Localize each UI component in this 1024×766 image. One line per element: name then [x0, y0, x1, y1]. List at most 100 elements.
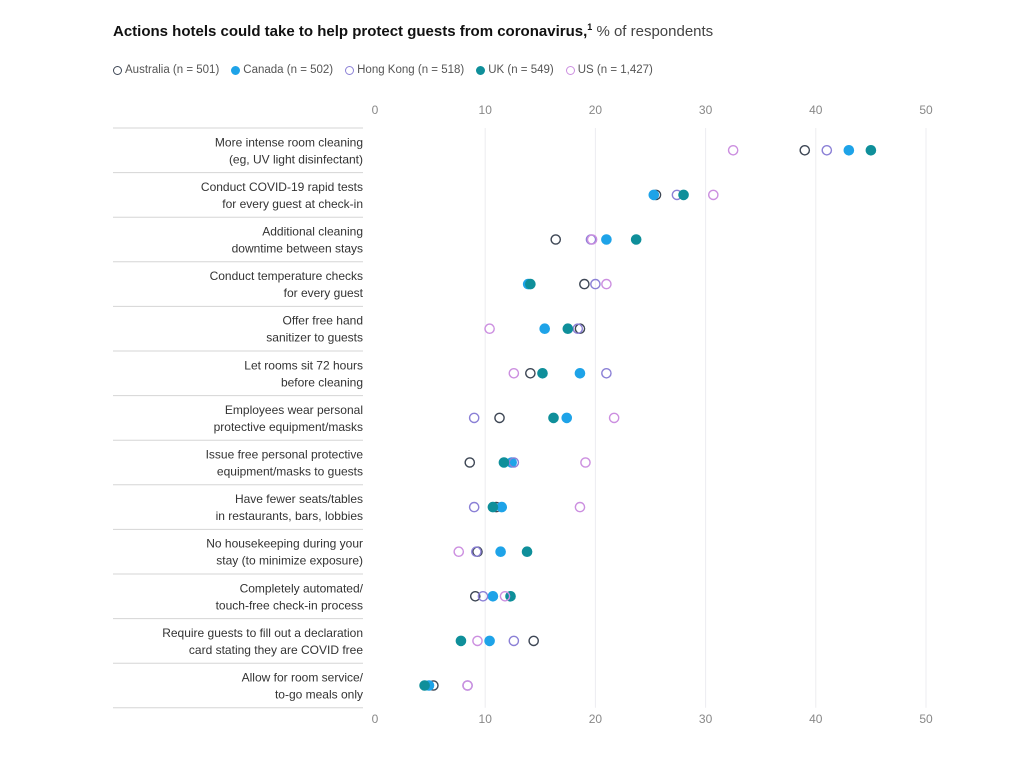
data-point-canada [484, 635, 495, 647]
data-point-uk [630, 234, 642, 245]
data-point-uk [537, 367, 548, 379]
data-point-uk [455, 635, 467, 647]
data-point-us [727, 144, 739, 156]
data-point-canada [601, 234, 612, 245]
category-label-line2: protective equipment/masks [214, 420, 363, 434]
category-label-line2: stay (to minimize exposure) [216, 554, 363, 568]
data-point-australia [525, 367, 536, 379]
data-point-canada [496, 501, 508, 513]
category-label-line1: Conduct temperature checks [210, 269, 363, 283]
x-tick-label-top: 30 [699, 103, 713, 117]
category-label-line2: to-go meals only [275, 688, 363, 702]
data-point-uk [678, 189, 689, 201]
category-label-line1: Have fewer seats/tables [235, 492, 363, 506]
data-point-australia [494, 412, 505, 424]
chart-subtitle: % of respondents [596, 23, 714, 40]
category-label-line1: More intense room cleaning [215, 135, 363, 149]
x-tick-label-top: 0 [372, 103, 379, 117]
data-point-hong-kong [590, 278, 601, 290]
x-tick-label-bottom: 10 [479, 712, 493, 726]
data-point-hong-kong [821, 144, 833, 156]
legend-label: UK (n = 549) [488, 64, 554, 76]
legend-label: Hong Kong (n = 518) [357, 64, 465, 76]
data-point-uk [419, 680, 430, 691]
data-point-hong-kong [572, 323, 584, 335]
data-point-canada [561, 412, 573, 424]
data-point-hong-kong [477, 591, 489, 602]
x-tick-label-top: 10 [479, 103, 493, 117]
legend-marker-icon [113, 65, 122, 75]
data-point-us [608, 412, 620, 424]
category-label-line1: Completely automated/ [240, 581, 364, 595]
data-point-uk [498, 457, 510, 468]
category-label-line1: Allow for room service/ [242, 671, 364, 685]
title-text: Actions hotels could take to help protec… [113, 23, 588, 40]
data-point-hong-kong [468, 412, 480, 424]
legend-marker-icon [345, 65, 355, 75]
category-label-line2: sanitizer to guests [266, 331, 363, 345]
data-point-uk [548, 412, 559, 424]
category-label-line1: Issue free personal protective [206, 448, 364, 462]
data-point-australia [469, 591, 481, 602]
data-point-hong-kong [508, 635, 520, 647]
legend-marker-icon [231, 65, 241, 75]
data-point-australia [550, 234, 562, 245]
category-label-line2: equipment/masks to guests [217, 465, 363, 479]
category-label-line1: No housekeeping during your [206, 537, 363, 551]
data-point-us [586, 234, 598, 245]
data-point-us [708, 189, 719, 201]
legend-item: US (n = 1,427) [565, 64, 653, 76]
category-label-line2: before cleaning [281, 375, 363, 389]
category-label-line1: Offer free hand [283, 314, 364, 328]
data-point-hong-kong [471, 546, 482, 558]
legend-label: Australia (n = 501) [125, 64, 220, 76]
legend-marker-icon [565, 65, 575, 75]
category-label-line2: downtime between stays [232, 242, 363, 256]
x-tick-label-bottom: 20 [589, 712, 603, 726]
data-point-uk [487, 501, 499, 513]
data-point-australia [799, 144, 811, 156]
legend-item: Hong Kong (n = 518) [345, 64, 464, 76]
x-tick-label-bottom: 40 [809, 712, 823, 726]
data-point-us [574, 501, 586, 513]
data-point-canada [539, 323, 551, 335]
legend-label: US (n = 1,427) [577, 64, 653, 76]
category-label-line1: Conduct COVID-19 rapid tests [201, 180, 363, 194]
data-point-us [453, 546, 465, 558]
x-tick-label-top: 20 [589, 103, 603, 117]
data-point-us [580, 457, 591, 468]
legend: Australia (n = 501) Canada (n = 502) Hong … [113, 64, 653, 76]
data-point-australia [579, 278, 590, 290]
category-label-line2: for every guest at check-in [222, 197, 363, 211]
data-point-uk [865, 144, 877, 156]
data-point-canada [648, 189, 660, 201]
category-label-line1: Employees wear personal [225, 403, 363, 417]
data-point-us [508, 367, 520, 379]
data-point-canada [574, 367, 586, 379]
x-tick-label-bottom: 0 [372, 712, 379, 726]
legend-marker-icon [476, 65, 486, 75]
category-label-line2: touch-free check-in process [216, 598, 363, 612]
legend-item: Australia (n = 501) [113, 64, 219, 76]
data-point-us [484, 323, 495, 335]
chart-title: Actions hotels could take to help protec… [113, 22, 713, 40]
data-point-australia [464, 457, 476, 468]
data-point-us [601, 278, 612, 290]
legend-label: Canada (n = 502) [243, 64, 334, 76]
data-point-australia [528, 635, 539, 647]
data-point-us [462, 680, 473, 691]
data-point-us [499, 591, 511, 602]
category-label-line2: card stating they are COVID free [189, 643, 363, 657]
x-tick-label-bottom: 50 [919, 712, 933, 726]
category-label-line1: Additional cleaning [262, 225, 363, 239]
data-point-uk [562, 323, 574, 335]
data-point-canada [495, 546, 506, 558]
data-point-uk [525, 278, 536, 290]
data-point-hong-kong [601, 367, 612, 379]
category-label-line1: Require guests to fill out a declaration [162, 626, 363, 640]
data-point-uk [505, 591, 516, 602]
category-label-line2: in restaurants, bars, lobbies [216, 509, 363, 523]
data-point-uk [521, 546, 533, 558]
